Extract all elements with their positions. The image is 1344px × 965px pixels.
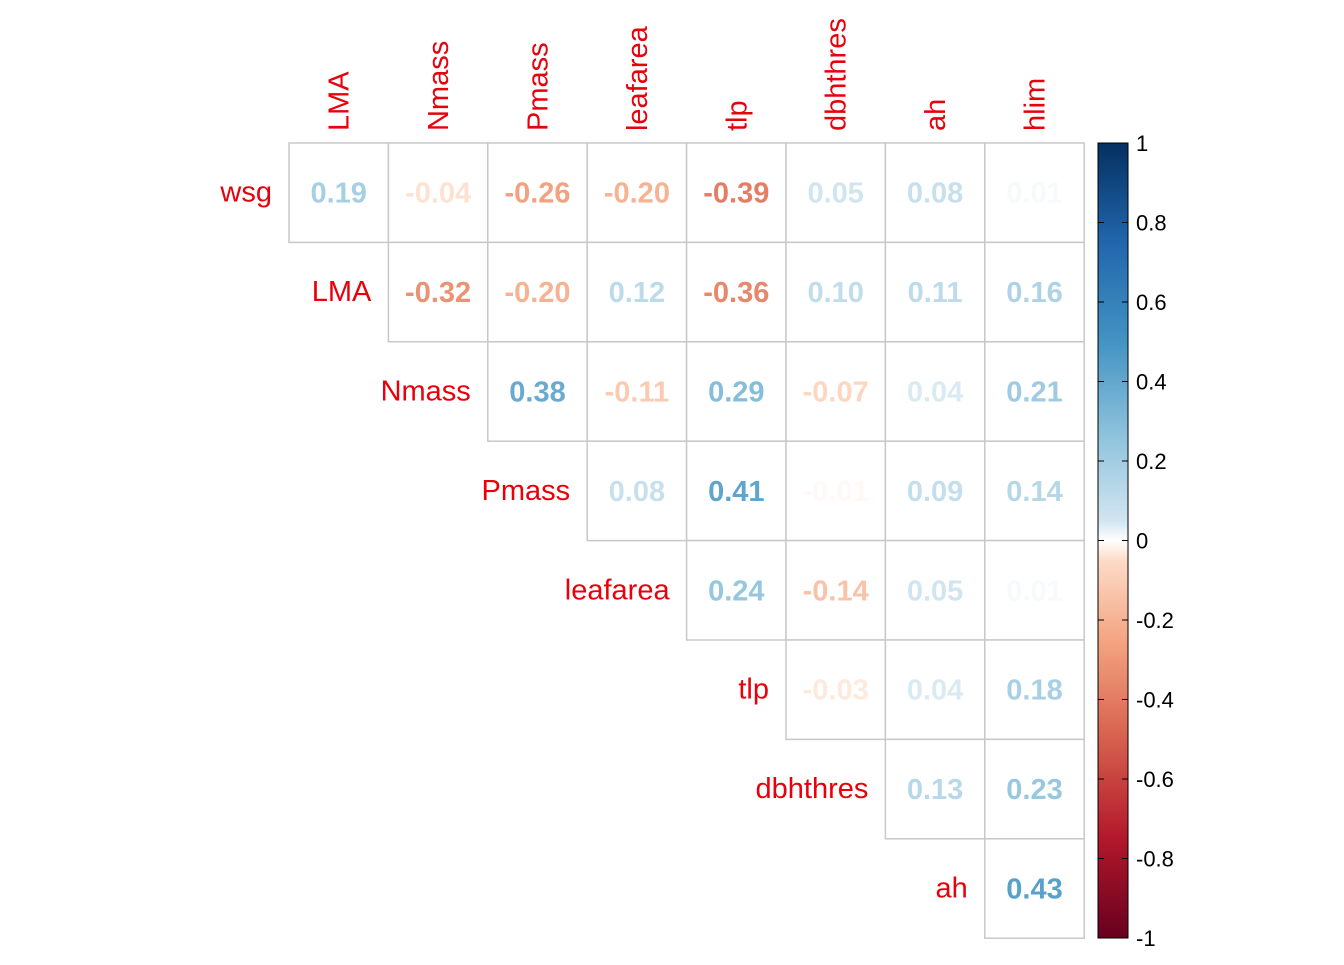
row-labels: wsg LMA Nmass Pmass leafarea tlp dbhthres ah [219,177,967,905]
cell-nmass-leafarea [586,341,688,442]
value-nmass-leafarea: -0.11 [605,377,670,409]
value-wsg-pmass: -0.26 [504,178,570,210]
value-ah-hlim: 0.43 [1006,874,1062,906]
cell-leafarea-dbhthres [785,539,887,641]
col-label-pmass: Pmass [523,42,555,131]
column-labels: LMA Nmass Pmass leafarea tlp dbhthres ah hlim [324,18,1052,131]
value-nmass-tlp: 0.29 [708,377,764,409]
value-wsg-dbhthres: 0.05 [807,178,863,210]
value-wsg-ah: 0.08 [907,178,963,210]
cell-nmass-hlim [984,341,1085,442]
cell-ah-hlim [984,838,1085,939]
col-label-ah: ah [920,99,952,131]
legend-tick-label: 0 [1136,529,1148,554]
cell-pmass-ah [884,440,986,542]
value-wsg-lma: 0.19 [310,178,366,210]
value-leafarea-tlp: 0.24 [708,575,764,607]
cell-pmass-leafarea [586,440,688,542]
col-label-lma: LMA [324,71,356,131]
cell-nmass-tlp [685,341,787,442]
value-lma-ah: 0.11 [908,277,963,309]
value-lma-tlp: -0.36 [703,277,769,309]
cell-pmass-hlim [984,440,1085,542]
value-lma-dbhthres: 0.10 [807,277,863,309]
value-lma-pmass: -0.20 [504,277,570,309]
legend-tick-label: -0.2 [1136,608,1174,633]
value-pmass-hlim: 0.14 [1006,476,1062,508]
legend-tick-label: -0.4 [1136,688,1174,713]
row-label-nmass: Nmass [381,376,471,408]
cell-lma-nmass [387,241,489,343]
value-wsg-hlim: 0.01 [1006,178,1062,210]
cell-leafarea-ah [884,539,986,641]
legend-tick-label: 1 [1136,131,1148,156]
cell-lma-ah [884,241,986,343]
value-wsg-leafarea: -0.20 [604,178,670,210]
cell-leafarea-hlim [984,539,1085,641]
value-wsg-tlp: -0.39 [703,178,769,210]
legend-tick-label: 0.8 [1136,211,1167,236]
legend-tick-label: -0.8 [1136,847,1174,872]
value-lma-nmass: -0.32 [405,277,471,309]
cell-nmass-ah [884,341,986,442]
row-label-pmass: Pmass [482,475,571,507]
col-label-dbhthres: dbhthres [821,18,853,131]
row-label-lma: LMA [312,276,372,308]
value-tlp-hlim: 0.18 [1006,675,1062,707]
row-label-leafarea: leafarea [565,574,671,606]
col-label-nmass: Nmass [423,41,455,131]
cell-lma-pmass [487,241,588,343]
matrix-cells: 0.19 -0.04 -0.26 -0.20 -0.39 0.05 0.08 0.01 -0.3… [288,142,1085,939]
value-pmass-dbhthres: -0.01 [803,476,869,508]
cell-lma-tlp [685,241,787,343]
cell-leafarea-tlp [685,539,787,641]
cell-wsg-lma [288,142,390,244]
cell-dbhthres-ah [884,738,986,840]
cell-tlp-dbhthres [785,639,887,741]
value-pmass-leafarea: 0.08 [609,476,665,508]
color-legend-ticks: 1 0.8 0.6 0.4 0.2 0 -0.2 -0.4 -0.6 -0.8 -1 [1098,131,1174,951]
row-label-tlp: tlp [738,674,769,706]
value-pmass-ah: 0.09 [907,476,963,508]
cell-wsg-nmass [387,142,489,244]
value-pmass-tlp: 0.41 [708,476,764,508]
value-leafarea-ah: 0.05 [907,575,963,607]
color-legend: 1 0.8 0.6 0.4 0.2 0 -0.2 -0.4 -0.6 -0.8 -1 [1097,131,1174,951]
row-label-wsg: wsg [219,177,272,209]
legend-tick-label: 0.2 [1136,449,1167,474]
value-lma-leafarea: 0.12 [609,277,665,309]
value-tlp-ah: 0.04 [907,675,963,707]
legend-tick-label: 0.6 [1136,290,1167,315]
value-leafarea-dbhthres: -0.14 [803,575,869,607]
cell-lma-hlim [984,241,1085,343]
value-nmass-ah: 0.04 [907,377,963,409]
value-dbhthres-hlim: 0.23 [1006,774,1062,806]
cell-pmass-tlp [685,440,787,542]
cell-wsg-dbhthres [785,142,887,244]
value-nmass-dbhthres: -0.07 [803,377,869,409]
legend-tick-label: -0.6 [1136,767,1174,792]
cell-wsg-leafarea [586,142,688,244]
value-leafarea-hlim: 0.01 [1006,575,1062,607]
col-label-tlp: tlp [721,100,753,131]
row-label-dbhthres: dbhthres [756,773,869,805]
row-label-ah: ah [936,873,968,905]
value-lma-hlim: 0.16 [1006,277,1062,309]
value-nmass-pmass: 0.38 [509,377,565,409]
value-nmass-hlim: 0.21 [1006,377,1062,409]
cell-wsg-pmass [487,142,588,244]
legend-tick-label: 0.4 [1136,370,1167,395]
col-label-leafarea: leafarea [622,25,654,131]
value-dbhthres-ah: 0.13 [907,774,963,806]
cell-wsg-hlim [984,142,1085,244]
legend-tick-label: -1 [1136,926,1156,951]
cell-nmass-pmass [487,341,588,442]
value-wsg-nmass: -0.04 [405,178,471,210]
col-label-hlim: hlim [1020,78,1052,131]
cell-tlp-hlim [984,639,1085,741]
cell-nmass-dbhthres [785,341,887,442]
value-tlp-dbhthres: -0.03 [803,675,869,707]
